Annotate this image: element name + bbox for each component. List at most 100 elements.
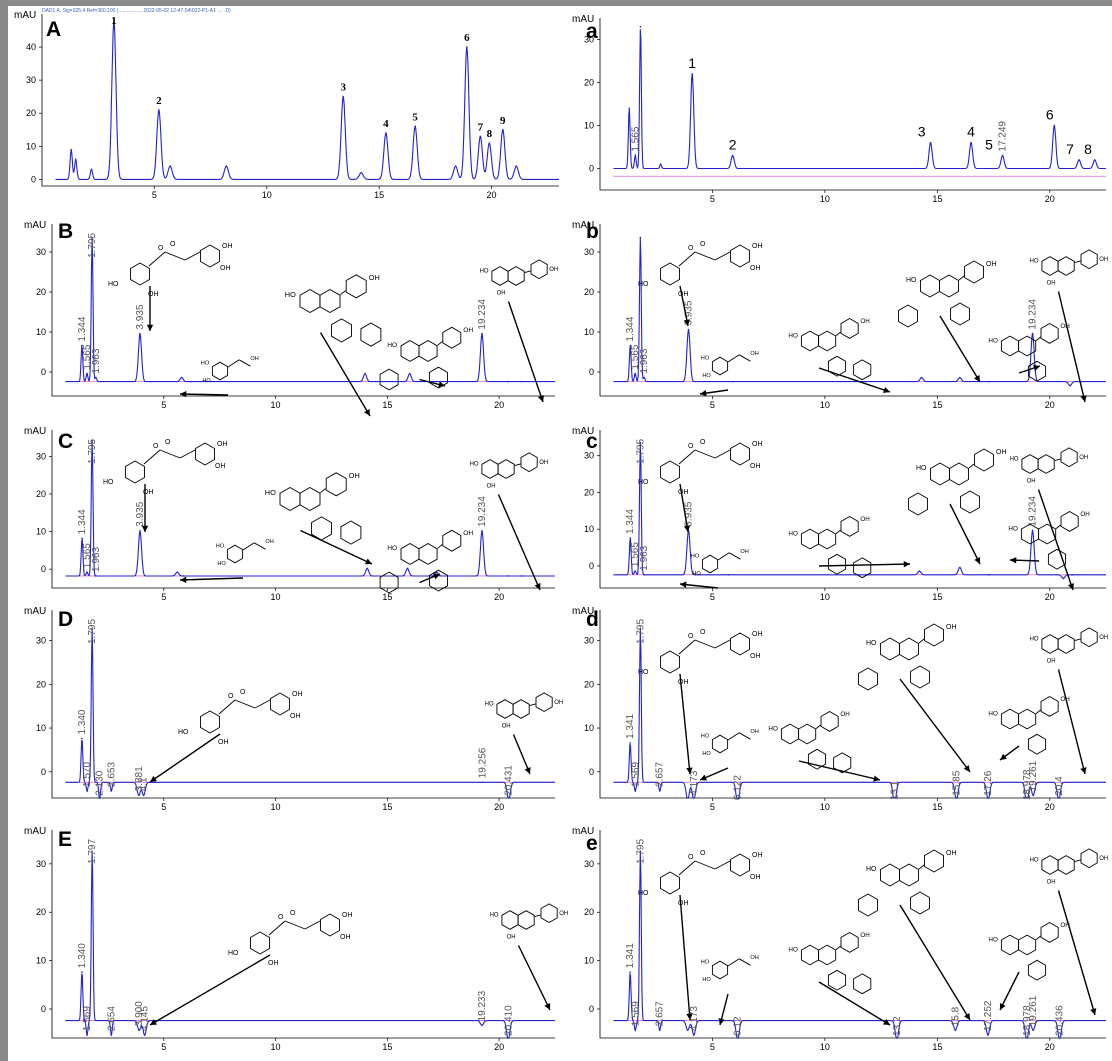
svg-text:HO: HO [988, 337, 998, 344]
y-tick-label: 10 [584, 956, 594, 966]
peak-point [987, 797, 989, 799]
panel-label: A [46, 18, 61, 41]
peak-point [507, 1037, 510, 1039]
panel-label: D [58, 608, 73, 631]
x-tick-label: 15 [374, 190, 384, 200]
peak-point [1062, 577, 1065, 580]
retention-time-label: 19.234 [1028, 496, 1039, 527]
svg-text:O: O [170, 241, 176, 248]
y-tick-label: 20 [584, 487, 594, 497]
peak-point [481, 530, 483, 532]
peak-number-label: 1 [688, 55, 696, 71]
x-tick-label: 10 [820, 400, 830, 410]
peak-point [970, 141, 972, 144]
x-tick-label: 15 [382, 1042, 392, 1052]
peak-point [1093, 159, 1096, 161]
svg-text:OH: OH [342, 912, 353, 919]
y-tick-label: 10 [584, 327, 594, 337]
chemical-structure-icon: HO HO OH [701, 729, 759, 757]
arrow-icon [419, 378, 446, 388]
svg-text:OH: OH [840, 711, 850, 718]
chemical-structure-icon: OO OH OH HO OH [108, 241, 233, 298]
peak-point [110, 790, 113, 792]
peak-point [686, 797, 689, 799]
y-tick-label: 10 [584, 524, 594, 534]
y-tick-label: 30 [584, 451, 594, 461]
arrow-icon [497, 494, 541, 591]
svg-text:O: O [688, 633, 694, 640]
peak-point [1053, 124, 1056, 127]
retention-time-label: 4.145 [140, 1006, 151, 1031]
peak-point [634, 154, 637, 157]
peak-point [643, 376, 645, 379]
x-tick-label: 10 [820, 592, 830, 602]
peak-point [139, 332, 141, 335]
y-axis-title: mAU [572, 14, 594, 25]
arrow-icon [419, 573, 441, 584]
peak-point [454, 165, 457, 167]
chemical-structure-icon: HO OH [858, 623, 957, 691]
y-axis-title: mAU [572, 606, 594, 617]
arrow-icon [949, 503, 981, 565]
peak-point [639, 236, 642, 239]
svg-text:HO: HO [1030, 637, 1039, 643]
arrow-icon [1018, 364, 1041, 374]
svg-text:OH: OH [463, 530, 473, 537]
y-tick-label: 0 [41, 367, 46, 377]
y-tick-label: 20 [584, 907, 594, 917]
peak-point [686, 1029, 689, 1032]
svg-text:HO: HO [702, 977, 711, 983]
retention-time-label: 1.963 [639, 545, 650, 570]
peak-point [988, 573, 990, 576]
arrow-icon [899, 678, 971, 773]
svg-text:OH: OH [1027, 479, 1036, 485]
peak-number-label: 7 [478, 121, 484, 133]
retention-time-label: 4.1 [139, 777, 150, 791]
svg-text:HO: HO [202, 378, 211, 384]
svg-text:HO: HO [638, 890, 649, 897]
peak-point [659, 163, 662, 165]
svg-text:OH: OH [1099, 635, 1108, 641]
retention-time-label: 3.881 [134, 766, 145, 791]
svg-text:OH: OH [1060, 323, 1070, 330]
chromatogram-trace [613, 629, 1106, 799]
peak-point [414, 125, 416, 128]
axis-lines [41, 14, 559, 187]
retention-time-label: 2.653 [106, 762, 117, 787]
chemical-structure-icon: OO OH OH HO OH [638, 439, 763, 496]
y-tick-label: 30 [584, 35, 594, 45]
svg-text:HO: HO [906, 277, 917, 284]
peak-point [896, 1037, 898, 1039]
retention-time-label: 1.344 [77, 509, 88, 534]
x-tick-label: 20 [1045, 592, 1055, 602]
chemical-structure-icon: HO OH [379, 326, 473, 391]
peak-point [86, 1034, 88, 1036]
peak-number-label: 1 [111, 15, 117, 27]
peak-number-label: 5 [412, 111, 418, 123]
svg-text:OH: OH [740, 549, 748, 555]
retention-time-label: 19.256 [477, 747, 488, 778]
y-tick-label: 0 [41, 564, 46, 574]
peak-point [629, 537, 632, 539]
svg-text:OH: OH [750, 463, 761, 470]
chromatogram-trace [613, 851, 1106, 1039]
chemical-structure-icon: HO OH OH [1030, 249, 1108, 287]
chemical-structure-icon: HO OH [768, 710, 852, 774]
svg-text:O: O [700, 850, 706, 857]
peak-point [634, 1029, 637, 1032]
retention-time-label: 19.261 [1028, 995, 1039, 1026]
arrow-icon [1057, 291, 1087, 403]
svg-text:OH: OH [268, 960, 279, 967]
peak-point [1078, 159, 1080, 161]
x-tick-label: 15 [382, 400, 392, 410]
svg-text:HO: HO [692, 571, 701, 577]
x-tick-label: 5 [710, 400, 715, 410]
peak-point [629, 971, 631, 974]
peak-point [180, 376, 183, 379]
svg-text:O: O [240, 689, 246, 696]
svg-text:OH: OH [250, 356, 258, 362]
retention-time-label: 1.569 [82, 1006, 93, 1031]
arrow-icon [1037, 489, 1074, 591]
arrow-icon [1009, 557, 1040, 564]
